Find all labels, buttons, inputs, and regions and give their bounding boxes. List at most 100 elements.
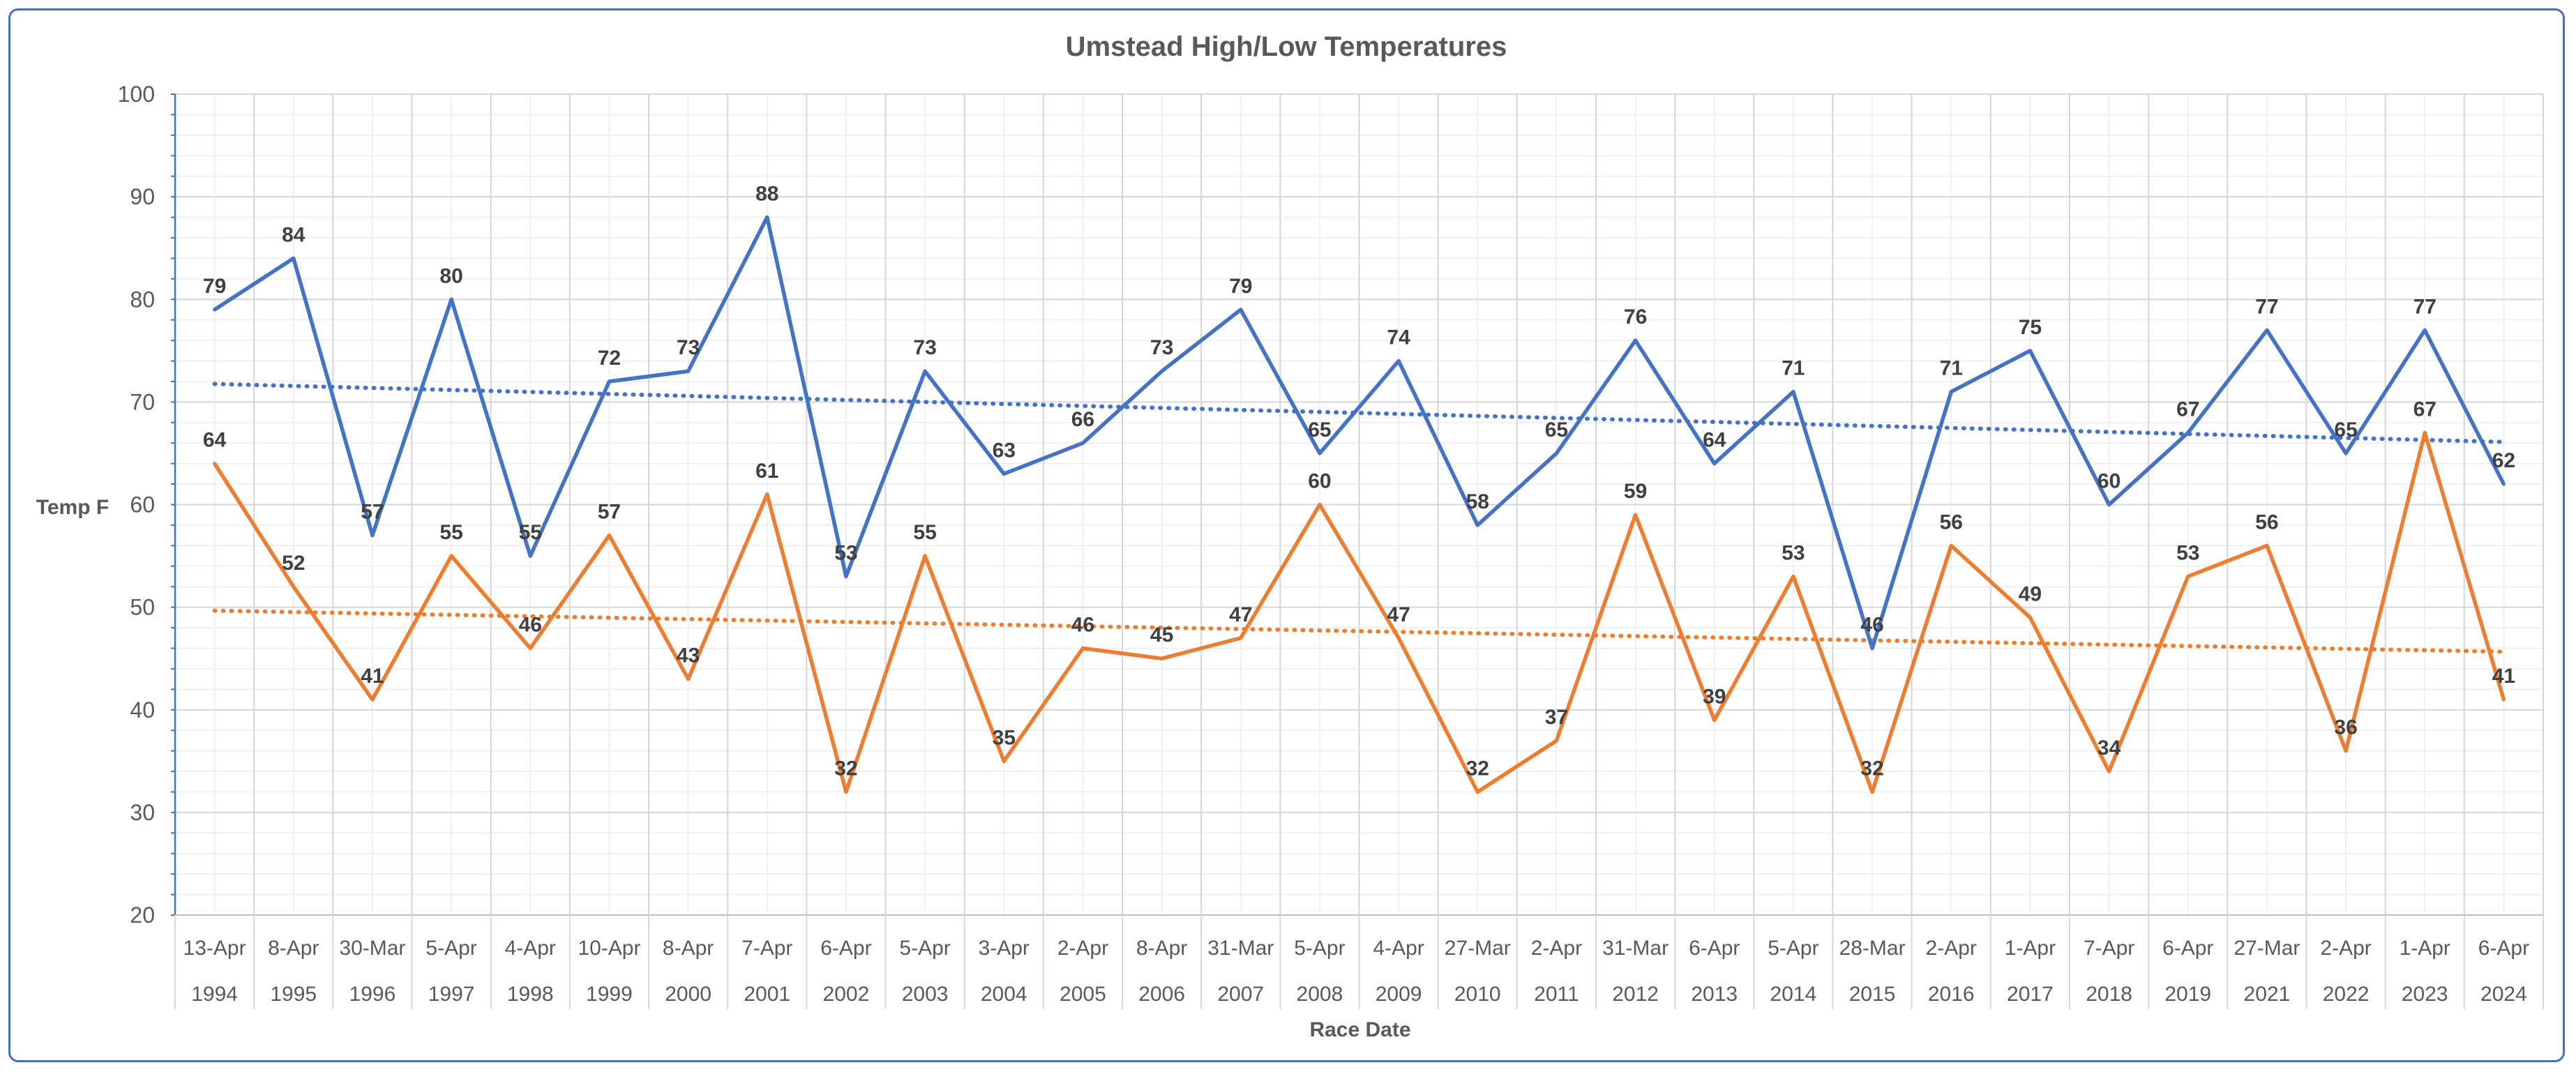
x-tick-label-date: 30-Mar <box>339 937 405 960</box>
data-point <box>607 534 611 538</box>
data-point <box>686 677 691 681</box>
x-tick-label-date: 6-Apr <box>820 937 871 960</box>
data-point <box>449 297 453 301</box>
data-label: 53 <box>834 541 857 564</box>
data-point <box>765 492 769 497</box>
gridlines: 20 30 40 50 60 70 80 90 100 <box>118 82 2544 928</box>
data-point <box>1870 646 1874 650</box>
data-label: 53 <box>1782 541 1805 564</box>
y-tick-label: 30 <box>130 800 155 825</box>
x-tick-label-date: 2-Apr <box>1531 937 1582 960</box>
data-label: 39 <box>1703 685 1726 708</box>
data-label: 60 <box>1308 470 1331 493</box>
x-tick-label-date: 28-Mar <box>1839 937 1906 960</box>
x-tick-label-date: 5-Apr <box>1768 937 1818 960</box>
data-label: 46 <box>519 613 542 636</box>
data-point <box>923 554 927 558</box>
x-tick-label-date: 5-Apr <box>425 937 476 960</box>
data-label: 45 <box>1150 624 1173 647</box>
data-label: 62 <box>2492 449 2515 472</box>
x-tick-label-date: 3-Apr <box>979 937 1030 960</box>
data-label: 46 <box>1071 613 1094 636</box>
data-point <box>1239 308 1243 312</box>
x-tick-label-year: 2021 <box>2244 983 2291 1006</box>
x-tick-label-date: 6-Apr <box>2162 937 2213 960</box>
data-label: 41 <box>361 665 384 688</box>
trendlines <box>212 382 2506 654</box>
data-point <box>1791 574 1795 578</box>
data-point <box>528 554 532 558</box>
data-point <box>1239 636 1243 640</box>
data-point <box>292 584 296 589</box>
x-tick-label-date: 1-Apr <box>2005 937 2056 960</box>
data-label: 80 <box>439 264 462 287</box>
data-point <box>1080 441 1085 445</box>
x-tick-label-date: 13-Apr <box>183 937 246 960</box>
chart-title: Umstead High/Low Temperatures <box>1066 31 1507 62</box>
data-label: 43 <box>677 644 700 667</box>
x-tick-label-date: 31-Mar <box>1602 937 1669 960</box>
y-tick-label: 40 <box>130 697 155 723</box>
series-line-1 <box>213 215 2506 651</box>
x-tick-label-year: 2010 <box>1454 983 1501 1006</box>
data-point <box>528 646 532 650</box>
x-tick-label-year: 2002 <box>823 983 870 1006</box>
data-point <box>1318 451 1322 455</box>
data-point <box>1554 739 1558 743</box>
x-tick-label-year: 2001 <box>744 983 790 1006</box>
data-point <box>844 790 848 794</box>
data-label: 55 <box>439 521 462 544</box>
x-axis-ticks: 13-Apr 1994 8-Apr 1995 30-Mar 1996 5-Apr 1997 4-… <box>183 937 2530 1006</box>
data-point <box>292 256 296 260</box>
x-tick-label-year: 1997 <box>428 983 475 1006</box>
data-point <box>370 534 375 538</box>
x-tick-label-year: 2009 <box>1376 983 1422 1006</box>
x-tick-label-date: 7-Apr <box>2084 937 2134 960</box>
trendline-2 <box>212 608 2506 654</box>
x-tick-label-date: 31-Mar <box>1207 937 1274 960</box>
data-label: 57 <box>361 501 384 524</box>
data-label: 71 <box>1782 357 1805 380</box>
data-label: 55 <box>519 521 542 544</box>
x-tick-label-year: 2012 <box>1612 983 1659 1006</box>
axes <box>171 93 2544 1009</box>
x-tick-label-year: 2024 <box>2480 983 2527 1006</box>
data-label: 66 <box>1071 408 1094 431</box>
data-point <box>2423 431 2427 435</box>
data-label: 73 <box>677 336 700 359</box>
y-tick-label: 100 <box>118 82 155 107</box>
data-label: 49 <box>2019 582 2042 605</box>
data-labels: 79 84 57 80 55 72 73 88 53 73 63 66 73 79 65 74 58 65 76 64… <box>203 183 2515 780</box>
x-tick-label-year: 2017 <box>2007 983 2054 1006</box>
data-label: 58 <box>1466 490 1489 513</box>
data-label: 72 <box>598 347 621 370</box>
data-label: 32 <box>834 757 857 780</box>
data-label: 65 <box>1308 418 1331 441</box>
data-point <box>1949 543 1953 548</box>
data-label: 37 <box>1545 706 1568 729</box>
data-point <box>2344 451 2348 455</box>
x-tick-label-date: 6-Apr <box>2478 937 2529 960</box>
trendline-1 <box>212 382 2506 444</box>
x-tick-label-date: 8-Apr <box>663 937 714 960</box>
data-point <box>2423 328 2427 332</box>
x-tick-label-year: 2004 <box>981 983 1027 1006</box>
x-tick-label-year: 2007 <box>1217 983 1264 1006</box>
data-label: 41 <box>2492 665 2515 688</box>
data-point <box>2501 697 2506 702</box>
x-tick-label-date: 8-Apr <box>268 937 319 960</box>
data-label: 73 <box>1150 336 1173 359</box>
x-tick-label-year: 2008 <box>1297 983 1343 1006</box>
data-point <box>1160 369 1164 373</box>
chart-frame <box>8 8 2565 1062</box>
x-tick-label-year: 2023 <box>2402 983 2448 1006</box>
x-tick-label-date: 2-Apr <box>1057 937 1108 960</box>
y-tick-label: 70 <box>130 389 155 414</box>
data-point <box>449 554 453 558</box>
x-tick-label-date: 7-Apr <box>741 937 792 960</box>
data-point <box>213 308 217 312</box>
data-point <box>1475 790 1479 794</box>
data-label: 36 <box>2334 716 2357 739</box>
y-tick-label: 80 <box>130 287 155 312</box>
